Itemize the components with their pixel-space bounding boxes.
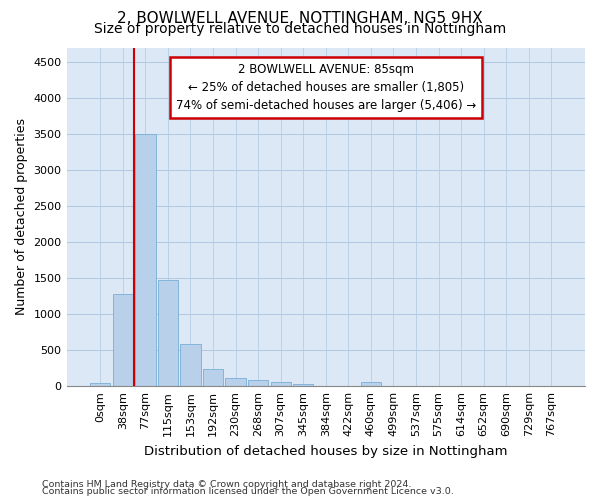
Text: Contains HM Land Registry data © Crown copyright and database right 2024.: Contains HM Land Registry data © Crown c… bbox=[42, 480, 412, 489]
Bar bbox=[271, 382, 291, 386]
Bar bbox=[158, 280, 178, 386]
X-axis label: Distribution of detached houses by size in Nottingham: Distribution of detached houses by size … bbox=[144, 444, 508, 458]
Bar bbox=[181, 344, 200, 386]
Text: Size of property relative to detached houses in Nottingham: Size of property relative to detached ho… bbox=[94, 22, 506, 36]
Bar bbox=[361, 382, 381, 386]
Bar bbox=[248, 380, 268, 386]
Bar bbox=[90, 384, 110, 386]
Text: 2, BOWLWELL AVENUE, NOTTINGHAM, NG5 9HX: 2, BOWLWELL AVENUE, NOTTINGHAM, NG5 9HX bbox=[117, 11, 483, 26]
Y-axis label: Number of detached properties: Number of detached properties bbox=[15, 118, 28, 316]
Bar bbox=[203, 369, 223, 386]
Bar bbox=[135, 134, 155, 386]
Text: Contains public sector information licensed under the Open Government Licence v3: Contains public sector information licen… bbox=[42, 487, 454, 496]
Bar bbox=[226, 378, 246, 386]
Bar bbox=[113, 294, 133, 386]
Bar bbox=[293, 384, 313, 386]
Text: 2 BOWLWELL AVENUE: 85sqm
← 25% of detached houses are smaller (1,805)
74% of sem: 2 BOWLWELL AVENUE: 85sqm ← 25% of detach… bbox=[176, 62, 476, 112]
